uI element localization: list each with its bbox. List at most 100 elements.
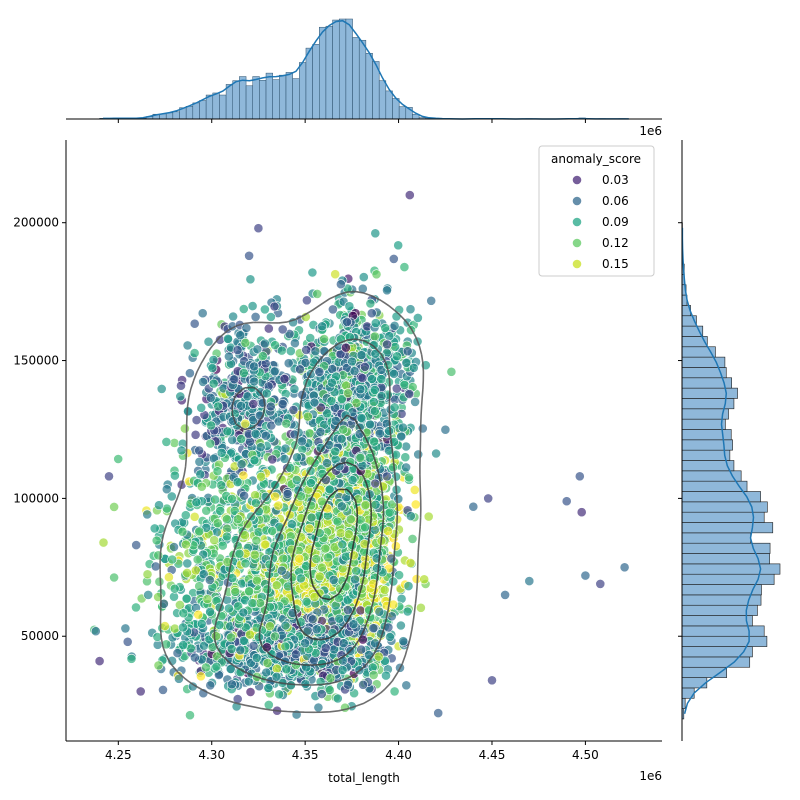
scatter-point — [291, 474, 302, 485]
scatter-point — [405, 511, 416, 521]
top-histogram-bar — [265, 72, 273, 120]
scatter-point — [280, 641, 291, 652]
scatter-point — [182, 558, 193, 569]
scatter-point — [369, 436, 379, 447]
scatter-point — [313, 702, 324, 713]
scatter-point — [238, 304, 249, 314]
scatter-point — [182, 340, 193, 351]
top-histogram-bar — [325, 25, 333, 120]
top-histogram-bar — [312, 44, 320, 120]
scatter-point — [217, 540, 228, 551]
scatter-point — [357, 373, 368, 383]
scatter-point — [300, 638, 311, 649]
scatter-point — [226, 632, 236, 643]
scatter-point — [333, 593, 344, 603]
top-histogram-bar — [378, 80, 387, 120]
scatter-point — [314, 367, 325, 377]
scatter-point — [185, 710, 195, 721]
top-histogram-bar — [245, 85, 253, 120]
top-marginal-histogram — [99, 18, 629, 120]
scatter-point — [213, 401, 224, 412]
scatter-point — [344, 301, 355, 312]
top-histogram-bar — [365, 52, 373, 120]
top-histogram-bar — [352, 37, 360, 120]
scatter-point — [332, 693, 343, 704]
scatter-point — [355, 384, 366, 395]
scatter-point — [364, 650, 374, 660]
scatter-point — [159, 621, 170, 631]
scatter-point — [229, 374, 240, 385]
scatter-point — [161, 436, 172, 447]
scatter-point — [180, 539, 191, 550]
scatter-point — [311, 554, 322, 564]
scatter-point — [196, 618, 207, 629]
scatter-point — [366, 308, 377, 319]
scatter-point — [349, 366, 360, 376]
scatter-point — [174, 600, 185, 610]
scatter-point — [142, 569, 153, 580]
scatter-point — [374, 428, 385, 439]
scatter-point — [235, 330, 246, 341]
scatter-point — [205, 438, 216, 449]
scatter-point — [328, 575, 339, 585]
scatter-point — [238, 367, 249, 378]
scatter-point — [226, 644, 237, 654]
top-histogram-bar — [279, 74, 287, 120]
scatter-point — [206, 420, 216, 431]
scatter-point — [232, 514, 243, 525]
scatter-point — [263, 700, 274, 710]
scatter-point — [350, 574, 360, 585]
scatter-point — [330, 269, 341, 280]
scatter-point — [259, 304, 270, 315]
top-histogram-bar — [332, 19, 340, 120]
scatter-point — [209, 535, 220, 546]
scatter-point — [227, 493, 237, 504]
scatter-point — [300, 679, 311, 689]
scatter-point — [389, 686, 400, 697]
scatter-point — [232, 477, 243, 487]
scatter-point — [280, 620, 291, 631]
scatter-point — [189, 318, 200, 329]
top-histogram-bar — [358, 39, 367, 120]
scatter-point — [384, 426, 394, 436]
scatter-point — [176, 445, 187, 456]
scatter-point — [312, 288, 323, 299]
scatter-point — [261, 667, 272, 678]
scatter-point — [264, 621, 275, 632]
scatter-point — [189, 652, 200, 663]
scatter-point — [247, 301, 258, 311]
scatter-point — [322, 458, 332, 468]
scatter-point — [280, 443, 291, 454]
scatter-point — [356, 412, 367, 423]
top-histogram-bar — [232, 80, 240, 120]
scatter-point — [446, 366, 457, 377]
scatter-point — [404, 389, 415, 399]
scatter-point — [426, 295, 437, 306]
scatter-point — [431, 448, 441, 459]
scatter-point — [251, 653, 262, 663]
scatter-point — [334, 613, 345, 624]
top-histogram-bar — [205, 94, 214, 120]
scatter-point — [270, 491, 280, 502]
scatter-point — [176, 380, 186, 391]
top-histogram-bar — [299, 62, 307, 120]
scatter-point — [216, 480, 227, 491]
scatter-point — [376, 364, 387, 375]
scatter-point — [301, 344, 312, 355]
scatter-point — [269, 631, 280, 642]
scatter-point — [270, 340, 280, 351]
scatter-point — [305, 333, 316, 343]
scatter-point — [386, 611, 397, 622]
scatter-point — [205, 606, 215, 617]
scatter-point — [384, 507, 395, 518]
scatter-point — [242, 391, 253, 402]
scatter-point — [236, 434, 247, 444]
scatter-point — [156, 383, 167, 394]
scatter-point — [389, 320, 400, 331]
scatter-point — [240, 418, 251, 429]
scatter-point — [194, 581, 205, 592]
scatter-point — [189, 348, 200, 358]
scatter-point — [395, 620, 406, 631]
scatter-point — [327, 304, 338, 315]
scatter-point — [248, 640, 259, 651]
